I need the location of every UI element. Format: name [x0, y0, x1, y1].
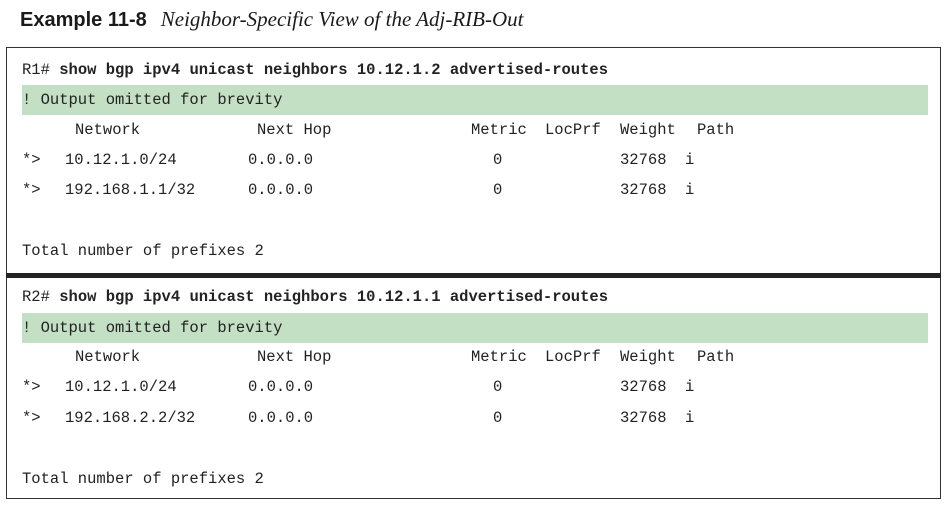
route-next-hop: 0.0.0.0 [248, 181, 314, 199]
header-locprf: LocPrf [545, 121, 601, 139]
route-metric: 0 [493, 409, 503, 427]
total-prefixes: Total number of prefixes 2 [22, 242, 264, 260]
command-text: show bgp ipv4 unicast neighbors 10.12.1.… [59, 61, 609, 79]
route-metric: 0 [493, 151, 503, 169]
header-path: Path [697, 121, 735, 139]
route-weight: 32768 [620, 409, 667, 427]
route-next-hop: 0.0.0.0 [248, 151, 314, 169]
route-weight: 32768 [620, 181, 667, 199]
header-weight: Weight [620, 348, 676, 366]
route-weight: 32768 [620, 151, 667, 169]
header-path: Path [697, 348, 735, 366]
command-text: show bgp ipv4 unicast neighbors 10.12.1.… [59, 288, 609, 306]
note-text: ! Output omitted for brevity [22, 91, 283, 109]
header-network: Network [75, 121, 141, 139]
route-network: 192.168.1.1/32 [65, 181, 196, 199]
header-metric: Metric [471, 121, 527, 139]
example-caption: Example 11-8 Neighbor-Specific View of th… [20, 5, 523, 33]
route-network: 10.12.1.0/24 [65, 378, 177, 396]
route-next-hop: 0.0.0.0 [248, 409, 314, 427]
header-next-hop: Next Hop [257, 121, 332, 139]
command-line: R2# show bgp ipv4 unicast neighbors 10.1… [22, 283, 608, 311]
route-path: i [685, 181, 695, 199]
route-network: 10.12.1.0/24 [65, 151, 177, 169]
prompt: R1# [22, 61, 50, 79]
header-next-hop: Next Hop [257, 348, 332, 366]
prompt: R2# [22, 288, 50, 306]
route-next-hop: 0.0.0.0 [248, 378, 314, 396]
header-network: Network [75, 348, 141, 366]
note-highlight [22, 85, 928, 115]
route-status: *> [22, 378, 41, 396]
header-weight: Weight [620, 121, 676, 139]
route-network: 192.168.2.2/32 [65, 409, 196, 427]
route-path: i [685, 409, 695, 427]
route-path: i [685, 151, 695, 169]
route-status: *> [22, 181, 41, 199]
total-prefixes: Total number of prefixes 2 [22, 470, 264, 488]
note-text: ! Output omitted for brevity [22, 319, 283, 337]
header-locprf: LocPrf [545, 348, 601, 366]
example-number: Example 11-8 [20, 9, 147, 31]
route-status: *> [22, 151, 41, 169]
route-status: *> [22, 409, 41, 427]
header-metric: Metric [471, 348, 527, 366]
command-line: R1# show bgp ipv4 unicast neighbors 10.1… [22, 56, 608, 84]
route-metric: 0 [493, 378, 503, 396]
route-metric: 0 [493, 181, 503, 199]
route-weight: 32768 [620, 378, 667, 396]
example-title: Neighbor-Specific View of the Adj-RIB-Ou… [160, 7, 524, 31]
route-path: i [685, 378, 695, 396]
block-divider [6, 273, 941, 278]
note-highlight [22, 313, 928, 343]
